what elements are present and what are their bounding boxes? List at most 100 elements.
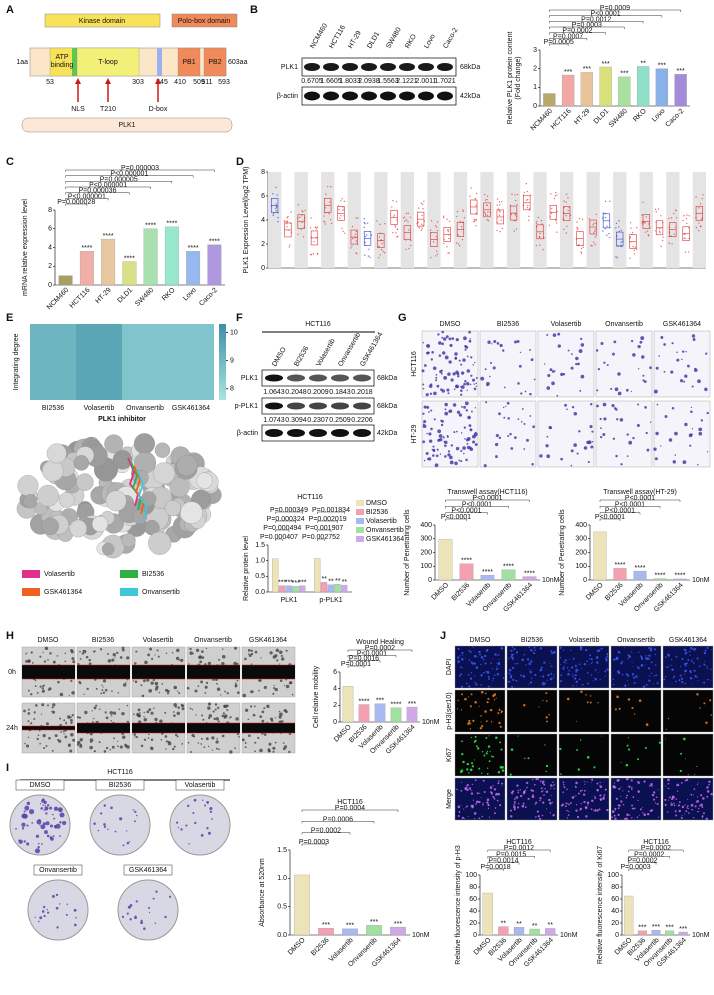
cell — [512, 653, 515, 656]
significance: **** — [81, 245, 92, 252]
cell — [222, 712, 225, 715]
cell — [570, 666, 574, 669]
significance: **** — [188, 245, 199, 252]
bar — [522, 576, 537, 581]
row-label: HT-29 — [411, 424, 418, 443]
cell — [492, 658, 494, 660]
cell — [509, 809, 512, 812]
cell — [440, 373, 443, 375]
cell — [204, 685, 208, 689]
cell — [690, 803, 694, 807]
legend-swatch — [356, 527, 364, 533]
sample-dot — [498, 201, 501, 203]
cell — [217, 720, 220, 723]
cell — [494, 807, 497, 809]
cell — [474, 735, 477, 738]
sample-dot — [594, 243, 596, 246]
cell — [140, 684, 143, 687]
bar — [164, 226, 179, 286]
cell — [563, 783, 565, 786]
cell — [487, 697, 490, 700]
cell — [543, 794, 545, 796]
cell — [664, 798, 667, 801]
cell — [531, 677, 533, 679]
cell — [238, 736, 240, 738]
cell — [593, 679, 595, 681]
cell — [480, 715, 482, 717]
cell — [457, 805, 461, 809]
cell — [571, 796, 575, 799]
cell — [259, 715, 263, 719]
significance: *** — [394, 921, 402, 928]
sample-dot — [525, 183, 528, 185]
sample-dot — [369, 256, 371, 258]
row-label: Ki67 — [446, 748, 453, 762]
cell — [491, 793, 493, 796]
cell — [545, 444, 549, 448]
cell — [516, 662, 519, 665]
sample-dot — [436, 226, 438, 228]
cell — [694, 367, 697, 370]
cell — [460, 789, 463, 792]
wound-gap — [132, 723, 185, 733]
cell — [81, 652, 85, 655]
plate — [169, 794, 231, 856]
cell — [498, 661, 501, 664]
cell — [435, 376, 438, 379]
pb1-seg — [177, 47, 201, 77]
cell — [648, 646, 651, 649]
sample-dot — [315, 228, 318, 230]
p-value: P=0.000324 — [267, 516, 305, 523]
cell — [523, 653, 526, 656]
sample-dot — [563, 228, 565, 230]
cell — [469, 338, 471, 340]
cell — [463, 405, 466, 409]
cell — [82, 649, 87, 654]
cell — [65, 722, 67, 725]
residue: 511 — [201, 79, 212, 86]
cell — [539, 668, 543, 672]
cell — [205, 647, 208, 650]
sample-dot — [659, 231, 661, 234]
cell — [435, 374, 438, 376]
lane-label: SW480 — [385, 26, 403, 49]
cell — [704, 649, 707, 652]
colony — [155, 890, 158, 893]
cell — [577, 768, 581, 771]
cell — [492, 795, 495, 799]
colony — [56, 926, 59, 929]
significance: ** — [532, 923, 538, 930]
cell — [706, 665, 708, 668]
cell — [587, 461, 590, 464]
cell — [668, 796, 671, 799]
significance: *** — [620, 71, 628, 78]
significance: *** — [638, 925, 646, 932]
cell — [285, 649, 288, 652]
surface-atom — [121, 533, 136, 548]
cell — [627, 737, 629, 739]
cell — [633, 681, 636, 684]
cell — [663, 678, 666, 681]
cell — [709, 699, 712, 702]
cell — [705, 352, 708, 355]
colony — [38, 920, 40, 923]
sample-dot — [284, 221, 286, 223]
cell — [670, 803, 673, 806]
cell — [692, 338, 696, 341]
surface-atom — [176, 454, 198, 476]
cell — [611, 404, 615, 408]
p-bracket — [549, 9, 681, 12]
sample-dot — [541, 223, 543, 225]
cell — [560, 674, 563, 677]
cell — [469, 728, 472, 730]
cell — [551, 381, 555, 386]
cell — [422, 412, 425, 415]
sample-dot — [392, 199, 394, 202]
cell — [460, 673, 463, 676]
sample-dot — [405, 219, 408, 221]
cell — [164, 735, 168, 738]
cell — [449, 343, 453, 348]
y-tick-label: 200 — [575, 549, 587, 556]
blot-band — [353, 429, 371, 437]
cell — [684, 422, 688, 427]
